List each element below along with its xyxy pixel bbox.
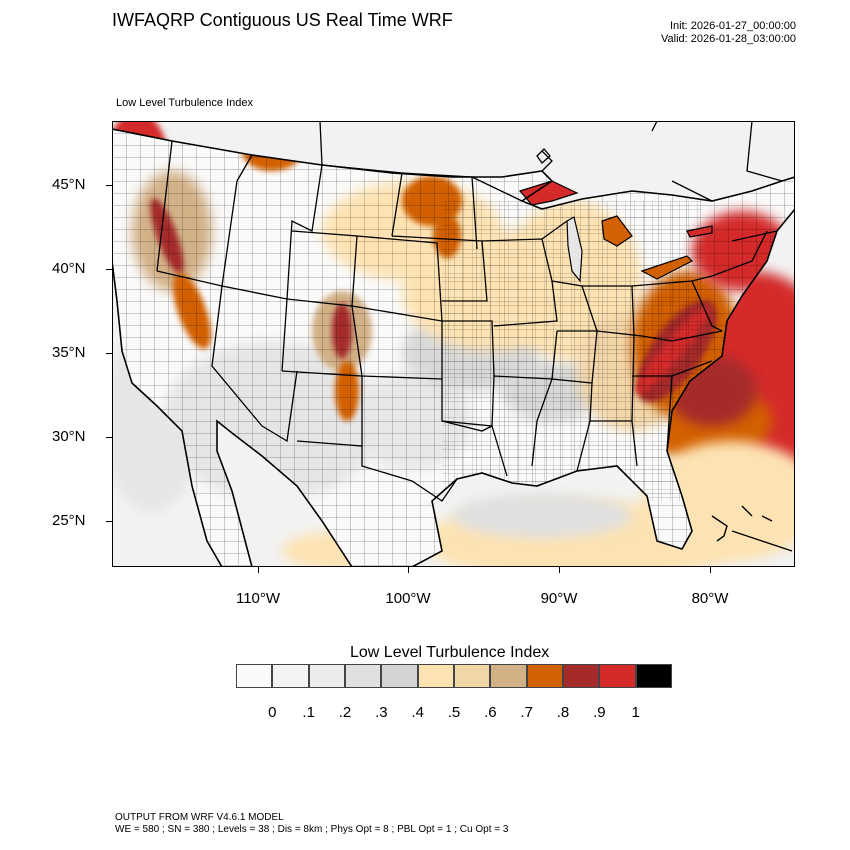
colorbar-tick-label: .4 — [411, 704, 424, 721]
colorbar-swatch — [308, 664, 345, 688]
colorbar-tick-label: .7 — [520, 704, 533, 721]
turbulence-map — [112, 121, 795, 567]
colorbar-swatch — [272, 664, 309, 688]
colorbar-tick-label: .9 — [593, 704, 606, 721]
lon-tick — [258, 567, 259, 573]
lat-label-35n: 35°N — [52, 344, 86, 361]
great-lakes — [518, 180, 713, 283]
colorbar-swatch — [599, 664, 636, 688]
lon-label-90w: 90°W — [540, 590, 578, 607]
lat-tick — [106, 353, 112, 354]
field-subtitle: Low Level Turbulence Index — [116, 97, 253, 109]
caribbean-islands — [711, 505, 793, 552]
colorbar-tick-label: .1 — [302, 704, 315, 721]
colorbar-swatch — [526, 664, 563, 688]
lon-tick — [710, 567, 711, 573]
lat-tick — [106, 185, 112, 186]
lon-tick — [559, 567, 560, 573]
colorbar-tick-label: .3 — [375, 704, 388, 721]
lon-label-100w: 100°W — [385, 590, 431, 607]
colorbar-tick-label: .5 — [447, 704, 461, 721]
figure-title: IWFAQRP Contiguous US Real Time WRF — [112, 10, 453, 30]
lat-tick — [106, 437, 112, 438]
run-times: Init: 2026-01-27_00:00:00 Valid: 2026-01… — [661, 20, 796, 46]
colorbar-swatch — [236, 664, 273, 688]
footer-model-line: OUTPUT FROM WRF V4.6.1 MODEL — [115, 812, 284, 823]
colorbar-tick-label: .6 — [484, 704, 497, 721]
colorbar-swatch — [344, 664, 382, 688]
colorbar-tick-label: .2 — [338, 704, 352, 721]
lat-tick — [106, 269, 112, 270]
lon-tick — [408, 567, 409, 573]
footer-config-line: WE = 580 ; SN = 380 ; Levels = 38 ; Dis … — [115, 824, 509, 835]
lat-label-30n: 30°N — [52, 428, 86, 445]
state-boundaries — [156, 140, 778, 502]
lat-label-25n: 25°N — [52, 512, 86, 529]
lat-label-40n: 40°N — [52, 260, 86, 277]
lat-tick — [106, 521, 112, 522]
colorbar-swatch — [453, 664, 491, 688]
valid-time: Valid: 2026-01-28_03:00:00 — [661, 33, 796, 45]
colorbar-swatch — [490, 664, 527, 688]
init-time: Init: 2026-01-27_00:00:00 — [670, 20, 796, 32]
colorbar-tick-label: 1 — [631, 704, 640, 721]
model-footer: OUTPUT FROM WRF V4.6.1 MODEL WE = 580 ; … — [115, 812, 508, 836]
gulf-grey-zone — [452, 494, 632, 538]
lat-label-45n: 45°N — [52, 176, 86, 193]
colorbar-tick-label: 0 — [268, 704, 277, 721]
colorbar-swatch — [562, 664, 600, 688]
canada-features — [319, 121, 783, 202]
lon-label-80w: 80°W — [691, 590, 729, 607]
lon-label-110w: 110°W — [235, 590, 281, 607]
colorbar-swatch — [381, 664, 418, 688]
map-panel — [112, 121, 795, 567]
colorbar-title: Low Level Turbulence Index — [350, 644, 550, 661]
colorbar-swatch — [635, 664, 672, 688]
colorbar-tick-label: .8 — [556, 704, 570, 721]
colorbar — [236, 664, 672, 688]
colorbar-swatch — [417, 664, 454, 688]
